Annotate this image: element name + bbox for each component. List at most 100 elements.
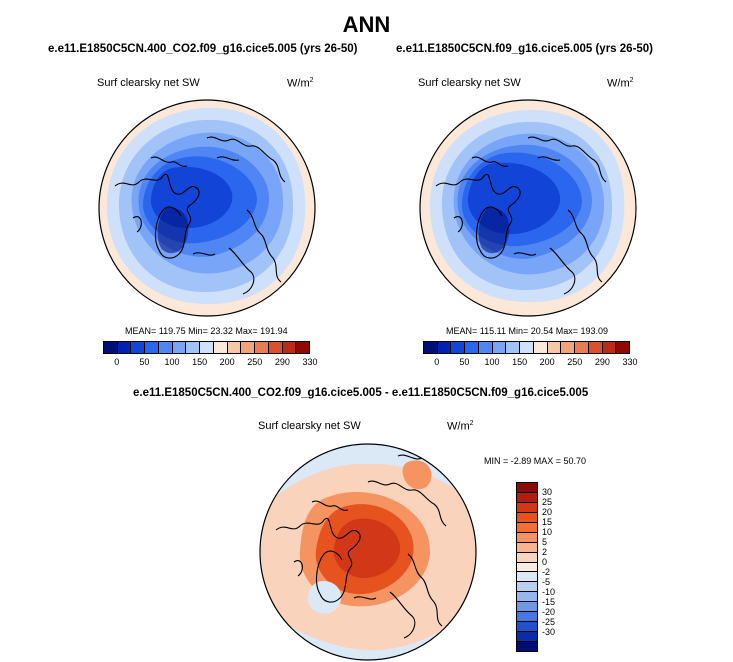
colorbar-2-tick-label: 250 <box>567 357 583 367</box>
diff-colorbar-swatch-8 <box>517 562 537 573</box>
diff-colorbar-tick-label: -15 <box>542 597 556 607</box>
colorbar-1-swatch-0 <box>104 342 118 353</box>
diff-colorbar-swatch-14 <box>517 622 537 633</box>
panel-2-polar-map <box>419 99 637 317</box>
colorbar-2-swatch-3 <box>465 342 479 353</box>
diff-colorbar: 30 25 20 15 10 5 2 0 -2 -5 -10 -15 -20 -25 -30 <box>516 482 576 652</box>
colorbar-1-swatch-6 <box>186 342 201 353</box>
diff-colorbar-tick-label: 5 <box>542 537 548 547</box>
colorbar-2-swatch-11 <box>575 342 589 353</box>
diff-colorbar-tick-label: -2 <box>542 567 551 577</box>
map-greenland <box>478 207 510 254</box>
panel-1-colorbar: 0 50 100 150 200 250 290 330 <box>103 341 318 368</box>
diff-colorbar-swatch-11 <box>517 592 537 603</box>
colorbar-2-swatch-1 <box>437 342 452 353</box>
diff-colorbar-swatch-13 <box>517 612 537 623</box>
diff-colorbar-swatch-1 <box>517 492 537 503</box>
diff-colorbar-tick-label: -10 <box>542 587 556 597</box>
colorbar-2-swatch-7 <box>520 342 534 353</box>
colorbar-2-swatch-4 <box>478 342 493 353</box>
diff-colorbar-swatch-15 <box>517 632 537 642</box>
colorbar-1-swatch-11 <box>255 342 269 353</box>
panel-2-units: W/m2 <box>607 77 634 90</box>
diff-stats: MIN = -2.89 MAX = 50.70 <box>484 456 587 466</box>
colorbar-2-tick-label: 290 <box>594 357 610 367</box>
colorbar-1-tick-label: 150 <box>192 357 208 367</box>
diff-colorbar-tick-label: -30 <box>542 627 556 637</box>
colorbar-1-swatch-5 <box>172 342 187 353</box>
diff-colorbar-swatch-2 <box>517 502 537 513</box>
colorbar-2-tick-label: 50 <box>459 357 470 367</box>
colorbar-2-tick-label: 150 <box>512 357 528 367</box>
colorbar-2-tick-label: 330 <box>622 357 638 367</box>
colorbar-2-swatch-9 <box>547 342 562 353</box>
colorbar-1-swatch-9 <box>227 342 242 353</box>
diff-colorbar-tick-label: -20 <box>542 607 556 617</box>
diff-colorbar-tick-label: 2 <box>542 547 548 557</box>
diff-colorbar-swatch-16 <box>517 642 537 651</box>
panel-1-stats: MEAN= 119.75 Min= 23.32 Max= 191.94 <box>125 326 288 336</box>
diff-colorbar-swatch-0 <box>517 483 537 493</box>
diff-colorbar-tick-label: 0 <box>542 557 548 567</box>
colorbar-1-tick-label: 50 <box>139 357 150 367</box>
colorbar-2-swatch-13 <box>602 342 617 353</box>
panel-2-variable-label: Surf clearsky net SW <box>418 77 521 89</box>
colorbar-1-tick-label: 0 <box>114 357 120 367</box>
colorbar-1-swatch-14 <box>296 342 310 353</box>
diff-colorbar-swatch-10 <box>517 582 537 593</box>
panel-2-case-title: e.e11.E1850C5CN.f09_g16.cice5.005 (yrs 2… <box>396 43 654 55</box>
map-diff-patch <box>308 581 342 614</box>
diff-polar-map <box>259 443 477 661</box>
diff-colorbar-tick-label: 30 <box>542 487 553 497</box>
colorbar-1-tick-label: 200 <box>219 357 235 367</box>
colorbar-2-tick-label: 100 <box>484 357 500 367</box>
colorbar-1-swatch-2 <box>131 342 146 353</box>
colorbar-2-swatch-5 <box>492 342 507 353</box>
colorbar-2-swatch-8 <box>533 342 548 353</box>
panel-1-case-title: e.e11.E1850C5CN.400_CO2.f09_g16.cice5.00… <box>48 43 358 55</box>
diff-colorbar-swatch-12 <box>517 602 537 613</box>
colorbar-2-tick-label: 200 <box>539 357 555 367</box>
colorbar-1-swatch-8 <box>213 342 228 353</box>
colorbar-1-tick-label: 330 <box>302 357 318 367</box>
diff-colorbar-swatch-4 <box>517 522 537 533</box>
colorbar-2-swatch-10 <box>561 342 576 353</box>
colorbar-2-swatch-12 <box>588 342 603 353</box>
diff-colorbar-swatch-9 <box>517 572 537 583</box>
colorbar-1-swatch-1 <box>117 342 132 353</box>
diff-colorbar-tick-label: -5 <box>542 577 551 587</box>
colorbar-1-swatch-4 <box>158 342 173 353</box>
diff-colorbar-tick-label: -25 <box>542 617 556 627</box>
colorbar-2-swatch-2 <box>451 342 466 353</box>
panel-1-units: W/m2 <box>287 77 314 90</box>
map-diff-hot <box>333 518 401 578</box>
coastlines <box>435 136 607 295</box>
diff-variable-label: Surf clearsky net SW <box>258 420 361 432</box>
colorbar-2-swatch-0 <box>424 342 438 353</box>
diff-colorbar-swatch-7 <box>517 552 537 563</box>
colorbar-1-swatch-3 <box>145 342 159 353</box>
colorbar-2-tick-label: 0 <box>434 357 440 367</box>
colorbar-1-swatch-7 <box>200 342 214 353</box>
panel-2-stats: MEAN= 115.11 Min= 20.54 Max= 193.09 <box>446 326 609 336</box>
colorbar-1-tick-label: 290 <box>274 357 290 367</box>
colorbar-1-tick-label: 250 <box>247 357 263 367</box>
colorbar-1-swatch-10 <box>241 342 256 353</box>
diff-colorbar-swatch-3 <box>517 512 537 523</box>
diff-colorbar-tick-label: 15 <box>542 517 553 527</box>
figure-title: ANN <box>342 12 391 37</box>
colorbar-2-swatch-6 <box>506 342 521 353</box>
diff-units: W/m2 <box>447 420 474 433</box>
colorbar-2-swatch-14 <box>616 342 630 353</box>
diff-colorbar-tick-label: 25 <box>542 497 553 507</box>
diff-case-title: e.e11.E1850C5CN.400_CO2.f09_g16.cice5.00… <box>133 387 589 399</box>
diff-colorbar-tick-label: 20 <box>542 507 553 517</box>
panel-1-polar-map <box>98 99 316 317</box>
coastlines <box>114 136 286 295</box>
diff-colorbar-tick-label: 10 <box>542 527 553 537</box>
colorbar-1-swatch-13 <box>282 342 297 353</box>
diff-colorbar-swatch-6 <box>517 542 537 553</box>
map-greenland <box>157 207 189 254</box>
map-diff-patch <box>402 460 432 490</box>
colorbar-1-swatch-12 <box>268 342 283 353</box>
